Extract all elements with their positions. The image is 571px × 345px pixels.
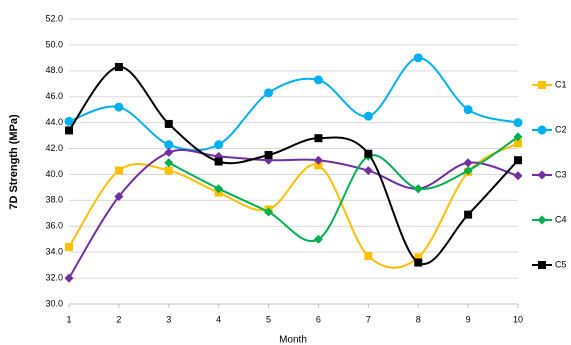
legend-marker bbox=[538, 261, 546, 269]
data-point bbox=[514, 156, 522, 165]
data-point bbox=[264, 151, 273, 160]
legend-label: C4 bbox=[555, 214, 567, 224]
data-point bbox=[364, 149, 373, 158]
data-point bbox=[413, 184, 423, 194]
data-point bbox=[64, 116, 74, 126]
data-point bbox=[114, 166, 123, 175]
series-line bbox=[68, 56, 519, 152]
y-tick-label: 38.0 bbox=[45, 195, 63, 205]
legend-label: C2 bbox=[555, 124, 567, 134]
x-tick-label: 2 bbox=[116, 314, 121, 324]
y-tick-label: 40.0 bbox=[45, 169, 63, 179]
data-point bbox=[114, 62, 123, 71]
data-point bbox=[464, 210, 473, 219]
data-point bbox=[363, 166, 373, 176]
data-point bbox=[513, 118, 523, 128]
x-tick-label: 7 bbox=[366, 314, 371, 324]
data-point bbox=[413, 53, 423, 63]
x-tick-label: 9 bbox=[466, 314, 471, 324]
legend-label: C5 bbox=[555, 259, 567, 269]
data-point bbox=[114, 102, 124, 112]
data-point bbox=[514, 139, 522, 148]
data-point bbox=[463, 166, 473, 176]
data-point bbox=[363, 111, 373, 121]
data-point bbox=[414, 258, 423, 267]
x-tick-label: 8 bbox=[416, 314, 421, 324]
y-tick-label: 34.0 bbox=[45, 247, 63, 257]
data-point bbox=[414, 253, 423, 262]
data-point bbox=[214, 140, 224, 150]
x-tick-label: 6 bbox=[316, 314, 321, 324]
x-tick-label: 5 bbox=[266, 314, 271, 324]
data-point bbox=[114, 191, 124, 201]
x-tick-label: 10 bbox=[513, 314, 523, 324]
data-point bbox=[65, 243, 73, 251]
data-point bbox=[513, 132, 523, 142]
series-line bbox=[68, 142, 519, 269]
data-point bbox=[513, 171, 523, 181]
data-point bbox=[314, 134, 323, 143]
y-tick-label: 42.0 bbox=[45, 143, 63, 153]
data-point bbox=[65, 126, 73, 135]
legend-label: C1 bbox=[555, 79, 567, 89]
legend-marker bbox=[538, 81, 546, 89]
y-tick-label: 30.0 bbox=[45, 298, 63, 308]
data-point bbox=[314, 161, 323, 170]
y-tick-label: 48.0 bbox=[45, 65, 63, 75]
data-point bbox=[313, 234, 323, 244]
data-point bbox=[164, 119, 173, 128]
series-line bbox=[68, 149, 519, 279]
data-point bbox=[164, 140, 174, 150]
y-tick-label: 44.0 bbox=[45, 117, 63, 127]
data-point bbox=[313, 155, 323, 165]
x-tick-label: 4 bbox=[216, 314, 221, 324]
series-line bbox=[168, 136, 519, 243]
x-tick-label: 1 bbox=[66, 314, 71, 324]
data-point bbox=[214, 184, 224, 194]
data-point bbox=[264, 88, 274, 98]
legend-marker bbox=[537, 215, 547, 225]
data-point bbox=[463, 105, 473, 115]
y-tick-label: 46.0 bbox=[45, 91, 63, 101]
data-point bbox=[364, 252, 373, 261]
data-point bbox=[64, 273, 74, 283]
legend-marker bbox=[537, 125, 547, 135]
y-tick-label: 32.0 bbox=[45, 272, 63, 282]
data-point bbox=[463, 158, 473, 168]
y-tick-label: 36.0 bbox=[45, 221, 63, 231]
data-point bbox=[214, 157, 223, 166]
x-tick-label: 3 bbox=[166, 314, 171, 324]
x-axis-label: Month bbox=[279, 335, 307, 345]
legend-marker bbox=[537, 170, 547, 180]
series-line bbox=[68, 65, 519, 266]
data-point bbox=[164, 166, 173, 175]
y-axis-label: 7D Strength (MPa) bbox=[8, 114, 20, 210]
data-point bbox=[313, 75, 323, 85]
data-point bbox=[164, 158, 174, 168]
data-point bbox=[164, 147, 174, 157]
data-point bbox=[264, 207, 274, 217]
y-tick-label: 50.0 bbox=[45, 39, 63, 49]
y-tick-label: 52.0 bbox=[45, 13, 63, 23]
legend-label: C3 bbox=[555, 169, 567, 179]
